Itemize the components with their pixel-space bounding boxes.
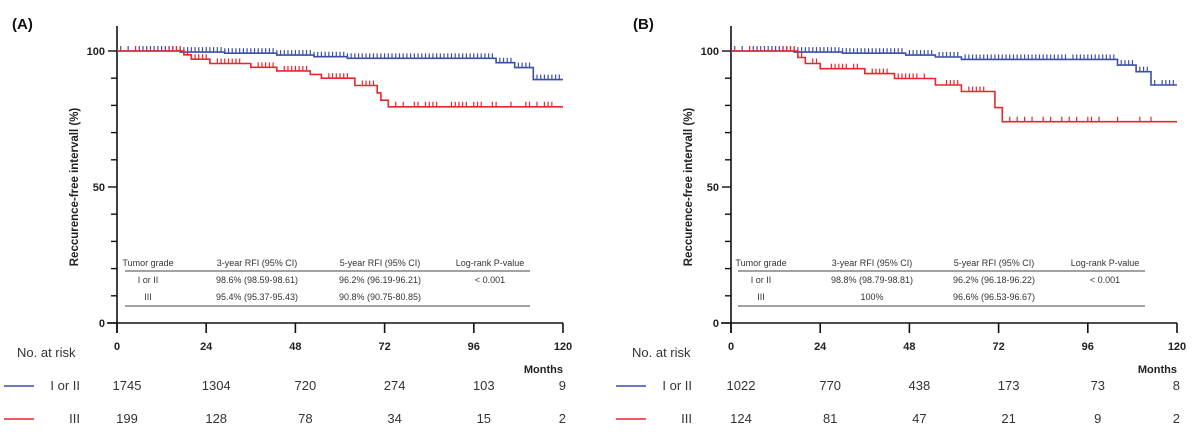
panel-b-at-risk-value: 9	[1094, 411, 1101, 426]
panel-b-table-header: Log-rank P-value	[1071, 258, 1140, 268]
panel-a-at-risk-table: No. at risk I or II 1745 1304 720 274 103 9 III 1…	[4, 345, 566, 426]
panel-b-table-cell: 98.8% (98.79-98.81)	[831, 275, 913, 285]
panel-a-y-axis-label: Reccurence-free intervall (%)	[69, 108, 81, 267]
panel-a-at-risk-group-label: III	[69, 411, 80, 426]
panel-a-table-header: Log-rank P-value	[456, 258, 525, 268]
panel-b-at-risk-value: 173	[998, 378, 1020, 393]
panel-a-y-tick-label: 0	[99, 318, 105, 330]
panel-b-at-risk-title: No. at risk	[632, 345, 691, 360]
panel-a-x-tick-label: 0	[114, 341, 120, 353]
panel-b-y-axis-label: Reccurence-free intervall (%)	[683, 108, 695, 267]
panel-b-curve-grade-1-2	[731, 50, 1177, 86]
panel-a-table-cell: 96.2% (96.19-96.21)	[339, 275, 421, 285]
panel-b-x-tick-label: 72	[992, 341, 1004, 353]
panel-b-at-risk-group-label: III	[681, 411, 692, 426]
panel-b-at-risk-table: No. at risk I or II 1022 770 438 173 73 8 III 124…	[616, 345, 1180, 426]
panel-b-at-risk-value: 73	[1091, 378, 1105, 393]
panel-b-table-header: 3-year RFI (95% CI)	[832, 258, 913, 268]
panel-a-at-risk-value: 78	[298, 411, 312, 426]
panel-b-at-risk-value: 770	[819, 378, 841, 393]
panel-a-at-risk-value: 2	[559, 411, 566, 426]
panel-b-table-cell: III	[757, 292, 765, 302]
panel-b-y-tick-label: 50	[707, 182, 719, 194]
panel-a-x-axis-label: Months	[524, 364, 563, 376]
panel-b-y-tick-label: 100	[701, 46, 719, 58]
panel-a-table-header: 3-year RFI (95% CI)	[217, 258, 298, 268]
panel-b-at-risk-value: 81	[823, 411, 837, 426]
panel-a-table-cell: 95.4% (95.37-95.43)	[216, 292, 298, 302]
panel-a-at-risk-value: 1745	[113, 378, 142, 393]
panel-b-at-risk-value: 8	[1173, 378, 1180, 393]
panel-a-table-cell: I or II	[138, 275, 159, 285]
panel-a-curves	[117, 46, 563, 108]
panel-b-x-tick-label: 0	[728, 341, 734, 353]
panel-a: (A) Reccurence-free intervall (%) 0 50 100…	[4, 16, 572, 426]
panel-b-at-risk-value: 47	[912, 411, 926, 426]
panel-a-at-risk-value: 199	[116, 411, 138, 426]
panel-b-at-risk-group-label: I or II	[662, 378, 692, 393]
panel-a-table-cell: 90.8% (90.75-80.85)	[339, 292, 421, 302]
panel-a-x-tick-label: 120	[554, 341, 572, 353]
panel-a-at-risk-value: 128	[205, 411, 227, 426]
panel-b-at-risk-value: 2	[1173, 411, 1180, 426]
panel-b-x-axis-label: Months	[1138, 364, 1177, 376]
panel-a-x-tick-label: 48	[289, 341, 301, 353]
panel-b-table-cell: 100%	[860, 292, 883, 302]
panel-a-table-header: 5-year RFI (95% CI)	[340, 258, 421, 268]
panel-a-y-tick-label: 100	[87, 46, 105, 58]
panel-b-table-cell: 96.2% (96.18-96.22)	[953, 275, 1035, 285]
panel-a-axes: 0 50 100 0 24 48 72 96 120 Months	[87, 26, 572, 376]
panel-b-at-risk-value: 438	[909, 378, 931, 393]
panel-b-x-tick-label: 24	[814, 341, 827, 353]
panel-a-x-tick-label: 96	[468, 341, 480, 353]
panel-a-summary-table: Tumor grade 3-year RFI (95% CI) 5-year RFI…	[122, 258, 530, 307]
panel-b-table-header: Tumor grade	[735, 258, 786, 268]
panel-a-table-cell: 98.6% (98.59-98.61)	[216, 275, 298, 285]
panel-a-at-risk-value: 274	[384, 378, 406, 393]
panel-b-x-tick-label: 120	[1168, 341, 1186, 353]
panel-b-at-risk-value: 1022	[727, 378, 756, 393]
panel-a-at-risk-value: 1304	[202, 378, 231, 393]
panel-a-table-cell: III	[144, 292, 152, 302]
panel-b-table-header: 5-year RFI (95% CI)	[954, 258, 1035, 268]
panel-b-x-tick-label: 48	[903, 341, 915, 353]
panel-a-x-tick-label: 24	[200, 341, 213, 353]
panel-a-at-risk-value: 9	[559, 378, 566, 393]
panel-a-label: (A)	[12, 16, 33, 33]
panel-a-at-risk-title: No. at risk	[17, 345, 76, 360]
panel-b-x-tick-label: 96	[1082, 341, 1094, 353]
panel-b-y-tick-label: 0	[713, 318, 719, 330]
panel-b-curves	[731, 46, 1177, 123]
panel-b-at-risk-value: 124	[730, 411, 752, 426]
panel-b-curve-grade-3	[731, 50, 1177, 123]
panel-a-x-tick-label: 72	[378, 341, 390, 353]
panel-b-table-cell: I or II	[751, 275, 772, 285]
panel-a-at-risk-value: 720	[295, 378, 317, 393]
panel-b-at-risk-value: 21	[1001, 411, 1015, 426]
panel-a-at-risk-group-label: I or II	[50, 378, 80, 393]
panel-a-curve-grade-1-2	[117, 50, 563, 81]
panel-b-summary-table: Tumor grade 3-year RFI (95% CI) 5-year RFI…	[735, 258, 1145, 307]
panel-b-table-cell: 96.6% (96.53-96.67)	[953, 292, 1035, 302]
panel-a-table-cell: < 0.001	[475, 275, 505, 285]
panel-b: (B) Reccurence-free intervall (%) 0 50 100…	[616, 16, 1186, 426]
panel-b-table-cell: < 0.001	[1090, 275, 1120, 285]
panel-b-axes: 0 50 100 0 24 48 72 96 120 Months	[701, 26, 1186, 376]
panel-a-table-header: Tumor grade	[122, 258, 173, 268]
panel-a-at-risk-value: 103	[473, 378, 495, 393]
panel-a-at-risk-value: 15	[477, 411, 491, 426]
panel-a-y-tick-label: 50	[93, 182, 105, 194]
panel-b-label: (B)	[633, 16, 654, 33]
panel-a-at-risk-value: 34	[387, 411, 401, 426]
